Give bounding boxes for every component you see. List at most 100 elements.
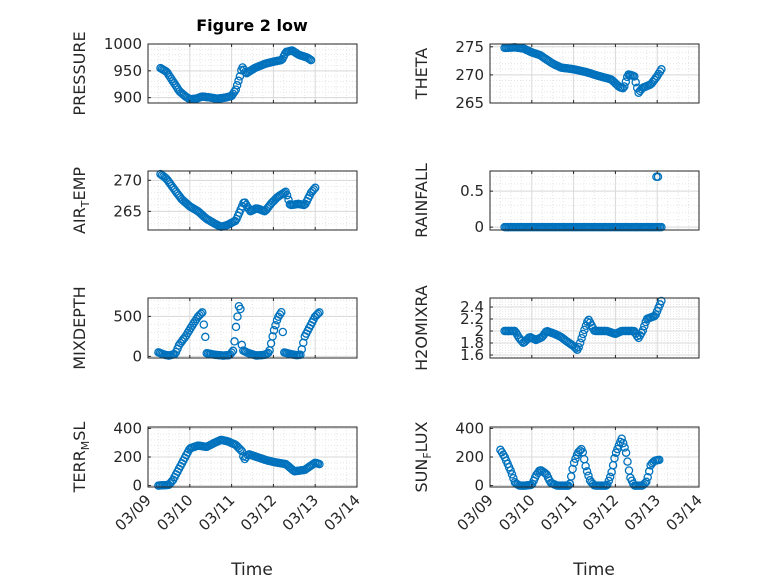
data-point xyxy=(230,337,239,346)
axes-frame xyxy=(147,170,358,231)
x-axis-label-left: Time xyxy=(230,560,273,580)
plot-area xyxy=(490,171,699,230)
data-point xyxy=(575,338,585,347)
data-point xyxy=(631,77,640,87)
data-point xyxy=(235,72,245,81)
data-point xyxy=(639,480,648,489)
data-point xyxy=(193,312,203,321)
y-axis-label: PRESSURE xyxy=(70,31,89,115)
x-tick-label: 03/10 xyxy=(495,491,538,534)
y-axis-label: SUNFLUX xyxy=(412,421,434,492)
data-point xyxy=(621,448,631,457)
y-tick-label: 900 xyxy=(113,89,142,107)
data-point xyxy=(617,434,626,443)
subplot-pressure: 900 950 1000 PRESSURE xyxy=(70,31,358,116)
data-point xyxy=(271,320,280,330)
y-tick-label: 400 xyxy=(455,419,484,437)
data-point xyxy=(643,472,652,482)
data-point xyxy=(160,173,170,182)
data-point xyxy=(568,464,577,474)
data-point xyxy=(201,332,210,342)
data-point xyxy=(581,461,590,471)
data-point xyxy=(242,200,251,210)
y-tick-label: 200 xyxy=(455,448,484,466)
data-point xyxy=(231,85,241,94)
data-point xyxy=(574,342,583,352)
y-tick-label: 1.8 xyxy=(460,334,484,352)
subplot-rainfall: 0 0.5 RAINFALL xyxy=(412,163,700,238)
data-point xyxy=(582,467,592,476)
data-point xyxy=(167,74,176,84)
data-point xyxy=(603,480,612,490)
data-point xyxy=(236,445,245,454)
data-point xyxy=(164,70,173,80)
data-point xyxy=(657,65,666,74)
figure-title: Figure 2 low xyxy=(196,16,308,35)
data-point xyxy=(604,476,614,486)
data-point xyxy=(199,320,209,329)
x-tick-label: 03/13 xyxy=(279,491,322,534)
y-axis-label: MIXDEPTH xyxy=(70,286,89,369)
data-point xyxy=(620,82,629,91)
data-point xyxy=(168,76,178,86)
axes-frame xyxy=(147,43,358,104)
y-tick-label: 275 xyxy=(455,38,484,56)
x-tick-label: 03/10 xyxy=(153,491,196,534)
y-axis-label: AIRTEMP xyxy=(70,167,92,234)
data-point xyxy=(651,73,660,83)
y-tick-label: 500 xyxy=(113,307,142,325)
data-point xyxy=(196,309,206,319)
data-point xyxy=(580,325,589,335)
data-point xyxy=(163,68,172,78)
data-point xyxy=(305,54,314,64)
x-tick-label: 03/13 xyxy=(621,491,664,534)
data-point xyxy=(280,188,289,197)
y-axis-label: THETA xyxy=(412,48,431,100)
data-point xyxy=(310,183,320,193)
data-point xyxy=(623,457,632,466)
data-point xyxy=(236,304,245,314)
data-point xyxy=(618,438,628,448)
y-tick-label: 2 xyxy=(474,322,484,340)
data-point xyxy=(630,72,639,81)
axes-frame xyxy=(489,297,700,359)
data-point xyxy=(231,322,241,332)
axes-frame xyxy=(489,43,700,104)
data-point xyxy=(569,458,579,468)
data-point xyxy=(233,312,242,321)
data-point xyxy=(657,222,666,232)
y-tick-label: 1.6 xyxy=(460,346,484,364)
data-point xyxy=(640,321,649,331)
data-point xyxy=(169,79,179,88)
data-point xyxy=(578,329,588,339)
data-point xyxy=(315,308,324,317)
y-tick-label: 0 xyxy=(474,218,484,236)
data-point xyxy=(621,77,631,86)
data-point xyxy=(282,190,292,200)
y-tick-label: 2.4 xyxy=(460,298,484,316)
y-tick-label: 0 xyxy=(474,477,484,495)
y-tick-label: 400 xyxy=(113,419,142,437)
data-point xyxy=(171,81,180,90)
data-point xyxy=(306,55,316,65)
x-tick-label: 03/11 xyxy=(537,491,580,534)
data-point xyxy=(234,76,243,86)
data-point xyxy=(228,89,238,99)
subplot-mixdepth: 0 500 MIXDEPTH xyxy=(70,286,358,370)
data-point xyxy=(277,307,286,317)
data-point xyxy=(309,185,319,194)
x-tick-label: 03/12 xyxy=(579,491,622,534)
subplot-theta: 265 270 275 THETA xyxy=(412,38,700,112)
y-tick-label: 2.2 xyxy=(460,310,484,328)
x-tick-label: 03/14 xyxy=(321,491,364,534)
y-tick-label: 270 xyxy=(113,171,142,189)
y-tick-label: 265 xyxy=(455,94,484,112)
data-point xyxy=(278,327,288,337)
y-tick-label: 0 xyxy=(132,477,142,495)
data-point xyxy=(507,470,517,479)
data-point xyxy=(610,454,619,463)
x-tick-label: 03/11 xyxy=(195,491,238,534)
